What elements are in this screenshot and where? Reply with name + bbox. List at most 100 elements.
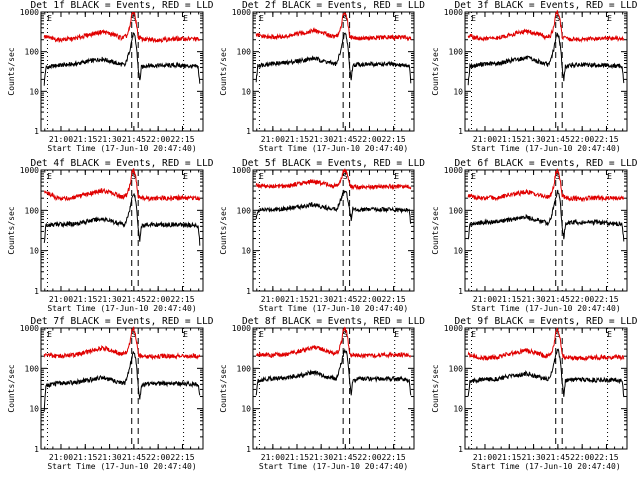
plot-frame (252, 169, 415, 292)
x-tick-label: 21:45 (546, 295, 570, 304)
panel-det-8: Det 8f BLACK = Events, RED = LLD 1 10 100 10… (219, 316, 425, 471)
lld-series-line (44, 167, 201, 202)
marker-label: E (471, 172, 476, 181)
events-series-line (255, 189, 412, 224)
x-tick-label: 21:30 (522, 295, 546, 304)
x-tick-label: 21:30 (309, 453, 333, 462)
panel-det-4: Det 4f BLACK = Events, RED = LLD 1 10 100 10… (7, 158, 214, 313)
marker-label: E (259, 14, 264, 23)
x-tick-label: 21:15 (497, 453, 521, 462)
marker-label: E (607, 172, 612, 181)
x-axis-label: Start Time (17-Jun-10 20:47:40) (259, 144, 408, 153)
panel-det-2: Det 2f BLACK = Events, RED = LLD 1 10 100 10… (219, 0, 425, 153)
lld-series-line (467, 10, 625, 44)
x-tick-label: 21:15 (73, 135, 97, 144)
y-tick-label: 1000 (444, 324, 463, 333)
lld-series-line (467, 327, 625, 362)
x-tick-label: 21:15 (497, 135, 521, 144)
x-tick-label: 21:00 (473, 453, 497, 462)
x-tick-label: 21:30 (309, 295, 333, 304)
x-axis-label: Start Time (17-Jun-10 20:47:40) (471, 462, 620, 471)
marker-label: E (394, 172, 399, 181)
x-axis-label: Start Time (17-Jun-10 20:47:40) (471, 304, 620, 313)
marker-label: S (343, 172, 348, 181)
events-series-line (467, 32, 625, 86)
x-tick-label: 22:00 (357, 295, 381, 304)
plot-frame (464, 169, 628, 292)
y-tick-label: 1 (458, 127, 463, 136)
x-tick-label: 21:15 (285, 135, 309, 144)
x-tick-label: 22:15 (170, 453, 194, 462)
panel-det-6: Det 6f BLACK = Events, RED = LLD 1 10 100 10… (431, 158, 638, 313)
x-axis-label: Start Time (17-Jun-10 20:47:40) (259, 304, 408, 313)
x-tick-label: 21:30 (98, 295, 122, 304)
y-tick-label: 10 (453, 247, 463, 256)
x-tick-label: 21:00 (49, 453, 73, 462)
x-tick-label: 22:00 (146, 295, 170, 304)
x-tick-label: 22:15 (170, 135, 194, 144)
y-tick-label: 100 (449, 364, 464, 373)
x-tick-label: 21:45 (122, 135, 146, 144)
y-tick-label: 1 (34, 127, 39, 136)
y-tick-label: 1000 (444, 8, 463, 17)
x-tick-label: 22:00 (146, 453, 170, 462)
x-axis-label: Start Time (17-Jun-10 20:47:40) (259, 462, 408, 471)
panel-title: Det 2f BLACK = Events, RED = LLD (242, 0, 425, 11)
plot-frame (252, 11, 415, 132)
panel-det-9: Det 9f BLACK = Events, RED = LLD 1 10 100 10… (431, 316, 638, 471)
x-tick-label: 22:00 (570, 295, 594, 304)
y-tick-label: 1000 (20, 8, 39, 17)
plot-frame (252, 327, 415, 450)
y-tick-label: 100 (449, 48, 464, 57)
x-tick-label: 21:00 (261, 135, 285, 144)
lld-series-line (43, 12, 201, 44)
marker-label: S (131, 172, 136, 181)
y-axis-label: Counts/sec (219, 47, 228, 95)
marker-label: S (343, 330, 348, 339)
x-tick-label: 22:15 (594, 295, 618, 304)
y-tick-label: 10 (241, 247, 251, 256)
marker-label: E (607, 330, 612, 339)
x-tick-label: 21:45 (546, 135, 570, 144)
y-tick-label: 10 (241, 405, 251, 414)
y-tick-label: 100 (25, 48, 40, 57)
events-series-line (43, 351, 201, 412)
x-tick-label: 21:30 (98, 135, 122, 144)
y-tick-label: 1 (246, 127, 251, 136)
lld-series-line (255, 12, 412, 42)
y-axis-label: Counts/sec (7, 364, 16, 412)
lld-series-line (255, 168, 412, 191)
panel-title: Det 4f BLACK = Events, RED = LLD (30, 158, 213, 169)
x-tick-label: 21:45 (333, 295, 357, 304)
y-axis-label: Counts/sec (219, 364, 228, 412)
marker-label: E (47, 172, 52, 181)
marker-label: E (183, 14, 188, 23)
x-tick-label: 21:00 (49, 295, 73, 304)
marker-label: E (183, 172, 188, 181)
panel-det-1: Det 1f BLACK = Events, RED = LLD 1 10 100 10… (7, 0, 214, 153)
panel-title: Det 3f BLACK = Events, RED = LLD (454, 0, 637, 11)
events-series-line (255, 348, 412, 396)
panel-title: Det 1f BLACK = Events, RED = LLD (30, 0, 213, 11)
x-tick-label: 21:00 (261, 295, 285, 304)
plot-frame (40, 169, 204, 292)
x-tick-label: 21:45 (122, 453, 146, 462)
y-tick-label: 10 (29, 405, 39, 414)
y-tick-label: 1000 (232, 8, 251, 17)
x-axis-label: Start Time (17-Jun-10 20:47:40) (47, 304, 196, 313)
plot-frame (464, 11, 628, 132)
x-tick-label: 22:00 (570, 453, 594, 462)
marker-label: E (394, 14, 399, 23)
y-tick-label: 1 (458, 445, 463, 454)
lld-series-line (255, 326, 412, 359)
panel-title: Det 7f BLACK = Events, RED = LLD (30, 316, 213, 327)
x-tick-label: 21:45 (122, 295, 146, 304)
y-tick-label: 1000 (20, 324, 39, 333)
y-tick-label: 100 (237, 206, 252, 215)
marker-label: E (183, 330, 188, 339)
y-tick-label: 100 (25, 364, 40, 373)
y-tick-label: 10 (453, 87, 463, 96)
marker-label: E (259, 330, 264, 339)
x-tick-label: 22:00 (146, 135, 170, 144)
marker-label: E (47, 330, 52, 339)
